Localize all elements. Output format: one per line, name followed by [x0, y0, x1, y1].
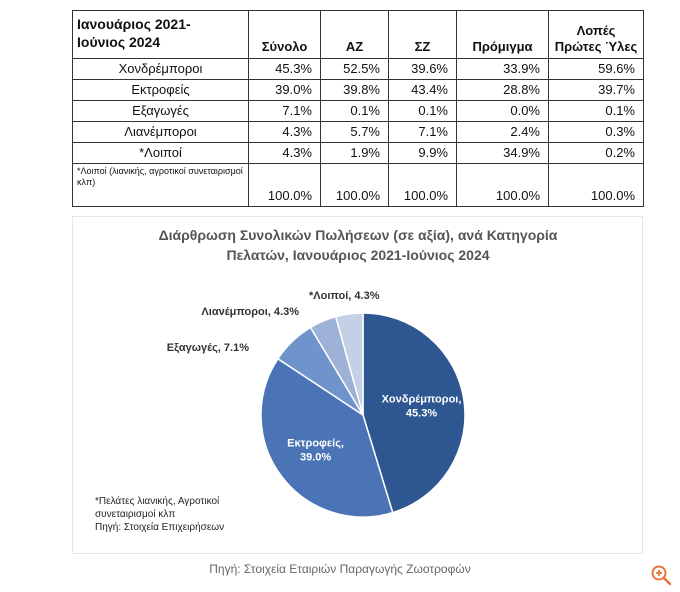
row-label: Χονδρέμποροι — [72, 58, 249, 80]
slice-label: Εκτροφείς, 39.0% — [287, 437, 344, 463]
slice-label: *Λοιποί, 4.3% — [309, 290, 380, 302]
sales-table: Ιανουάριος 2021- Ιούνιος 2024 Σύνολο ΑΖ … — [72, 10, 644, 207]
table-cell: 2.4% — [456, 121, 549, 143]
totals-row: *Λοιποί (λιανικής, αγροτικοί συνεταιρισμ… — [72, 163, 644, 207]
source-caption: Πηγή: Στοιχεία Εταιριών Παραγωγής Ζωοτρο… — [209, 562, 471, 576]
table-row: Εκτροφείς 39.0% 39.8% 43.4% 28.8% 39.7% — [72, 79, 644, 101]
table-cell: 0.3% — [548, 121, 644, 143]
table-cell: 39.7% — [548, 79, 644, 101]
total-cell: 100.0% — [320, 163, 389, 207]
table-cell: 52.5% — [320, 58, 389, 80]
table-cell: 7.1% — [388, 121, 457, 143]
slice-label: Χονδρέμποροι, 45.3% — [382, 393, 462, 419]
table-cell: 0.2% — [548, 142, 644, 164]
row-label: Εκτροφείς — [72, 79, 249, 101]
table-cell: 4.3% — [248, 121, 321, 143]
table-cell: 59.6% — [548, 58, 644, 80]
total-cell: 100.0% — [388, 163, 457, 207]
table-cell: 0.1% — [548, 100, 644, 122]
table-cell: 34.9% — [456, 142, 549, 164]
table-cell: 4.3% — [248, 142, 321, 164]
table-header-row: Ιανουάριος 2021- Ιούνιος 2024 Σύνολο ΑΖ … — [72, 10, 644, 59]
chart-note-line: συνεταιρισμοί κλπ — [95, 509, 176, 520]
figure: Ιανουάριος 2021- Ιούνιος 2024 Σύνολο ΑΖ … — [72, 10, 644, 554]
table-row: Λιανέμποροι 4.3% 5.7% 7.1% 2.4% 0.3% — [72, 121, 644, 143]
period-header: Ιανουάριος 2021- Ιούνιος 2024 — [72, 10, 249, 59]
table-cell: 5.7% — [320, 121, 389, 143]
column-header: ΑΖ — [320, 10, 389, 59]
pie-slice — [260, 357, 394, 518]
table-cell: 1.9% — [320, 142, 389, 164]
pie-chart-panel: Διάρθρωση Συνολικών Πωλήσεων (σε αξία), … — [72, 216, 643, 554]
chart-note-line: *Πελάτες λιανικής, Αγροτικοί — [95, 496, 220, 507]
table-cell: 28.8% — [456, 79, 549, 101]
column-header: ΣΖ — [388, 10, 457, 59]
total-cell: 100.0% — [548, 163, 644, 207]
table-cell: 43.4% — [388, 79, 457, 101]
zoom-in-icon[interactable] — [650, 564, 672, 586]
total-cell: 100.0% — [456, 163, 549, 207]
chart-note-line: Πηγή: Στοιχεία Επιχειρήσεων — [95, 522, 225, 533]
pie-chart: Χονδρέμποροι, 45.3% Εκτροφείς, 39.0% Εξαγωγέ… — [167, 290, 466, 518]
pie-slice — [334, 312, 364, 416]
pie-slice — [362, 312, 466, 514]
row-label: *Λοιποί — [72, 142, 249, 164]
table-cell: 7.1% — [248, 100, 321, 122]
table-cell: 0.1% — [388, 100, 457, 122]
table-row: *Λοιποί 4.3% 1.9% 9.9% 34.9% 0.2% — [72, 142, 644, 164]
column-header: Λοπές Πρώτες Ύλες — [548, 10, 644, 59]
row-label: Εξαγωγές — [72, 100, 249, 122]
table-row: Χονδρέμποροι 45.3% 52.5% 39.6% 33.9% 59.6% — [72, 58, 644, 80]
table-footnote: *Λοιποί (λιανικής, αγροτικοί συνεταιρισμ… — [72, 163, 249, 207]
table-cell: 33.9% — [456, 58, 549, 80]
table-cell: 0.1% — [320, 100, 389, 122]
table-cell: 0.0% — [456, 100, 549, 122]
column-header: Πρόμιγμα — [456, 10, 549, 59]
slice-label: Λιανέμποροι, 4.3% — [201, 306, 299, 318]
slice-label: Εξαγωγές, 7.1% — [167, 342, 249, 354]
column-header: Σύνολο — [248, 10, 321, 59]
table-cell: 45.3% — [248, 58, 321, 80]
chart-note: *Πελάτες λιανικής, Αγροτικοί συνεταιρισμ… — [95, 495, 224, 534]
table-cell: 9.9% — [388, 142, 457, 164]
row-label: Λιανέμποροι — [72, 121, 249, 143]
table-cell: 39.6% — [388, 58, 457, 80]
chart-title: Διάρθρωση Συνολικών Πωλήσεων (σε αξία), … — [158, 227, 558, 263]
table-cell: 39.8% — [320, 79, 389, 101]
total-cell: 100.0% — [248, 163, 321, 207]
table-cell: 39.0% — [248, 79, 321, 101]
table-row: Εξαγωγές 7.1% 0.1% 0.1% 0.0% 0.1% — [72, 100, 644, 122]
